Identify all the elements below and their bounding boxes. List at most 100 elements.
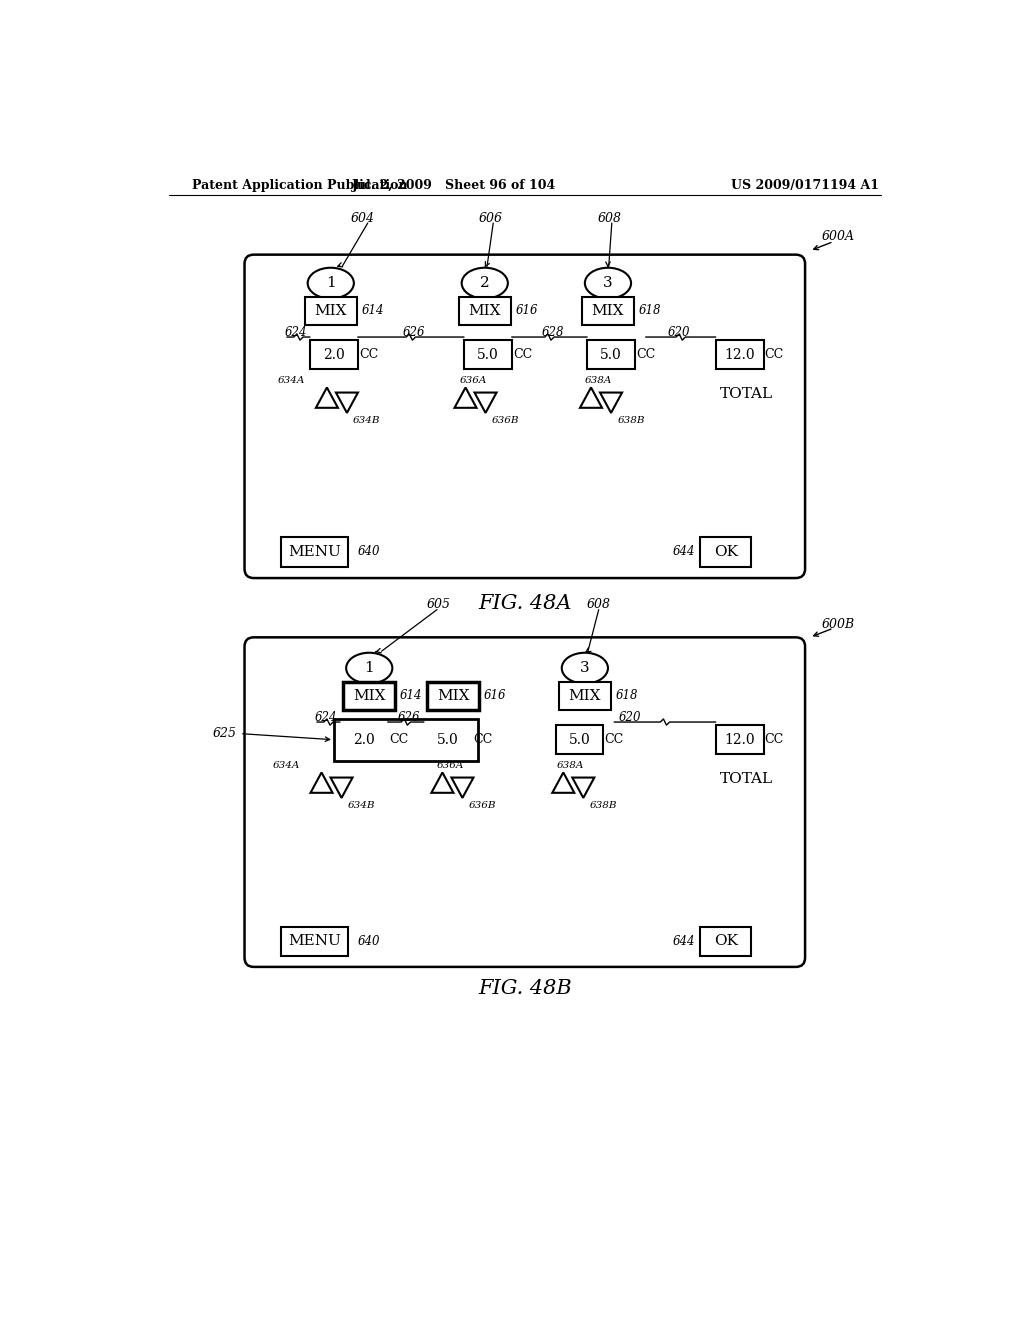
FancyBboxPatch shape xyxy=(245,255,805,578)
FancyBboxPatch shape xyxy=(245,638,805,966)
Text: 5.0: 5.0 xyxy=(477,347,499,362)
Bar xyxy=(582,297,634,325)
Text: 618: 618 xyxy=(639,305,662,317)
Text: 644: 644 xyxy=(673,935,695,948)
Bar xyxy=(424,725,472,755)
Text: 620: 620 xyxy=(668,326,690,339)
Bar xyxy=(700,927,752,956)
Bar xyxy=(559,682,611,710)
Text: 626: 626 xyxy=(398,711,421,723)
Text: MIX: MIX xyxy=(353,689,385,702)
Text: 3: 3 xyxy=(603,276,612,290)
Text: Jul. 2, 2009   Sheet 96 of 104: Jul. 2, 2009 Sheet 96 of 104 xyxy=(352,178,556,191)
Text: 614: 614 xyxy=(400,689,423,702)
Text: 614: 614 xyxy=(361,305,384,317)
Bar xyxy=(556,725,603,755)
Text: FIG. 48A: FIG. 48A xyxy=(478,594,571,612)
Bar xyxy=(281,537,348,566)
Bar xyxy=(716,341,764,370)
Text: CC: CC xyxy=(358,348,378,362)
Text: 608: 608 xyxy=(587,598,610,611)
Text: 606: 606 xyxy=(479,213,503,224)
Bar xyxy=(304,297,357,325)
Text: 1: 1 xyxy=(326,276,336,290)
Text: 634A: 634A xyxy=(272,760,300,770)
Bar xyxy=(427,682,479,710)
Ellipse shape xyxy=(462,268,508,298)
Text: MIX: MIX xyxy=(437,689,469,702)
Text: 624: 624 xyxy=(314,711,337,723)
Bar xyxy=(716,725,764,755)
Text: 626: 626 xyxy=(403,326,426,339)
Text: 2: 2 xyxy=(480,276,489,290)
Text: 638B: 638B xyxy=(617,416,645,425)
Ellipse shape xyxy=(562,653,608,684)
Text: 616: 616 xyxy=(484,689,507,702)
Bar xyxy=(343,682,395,710)
Text: 2.0: 2.0 xyxy=(353,733,375,747)
Text: 620: 620 xyxy=(618,711,641,723)
Text: 628: 628 xyxy=(542,326,564,339)
Text: OK: OK xyxy=(714,545,737,558)
Text: 634B: 634B xyxy=(353,416,381,425)
Ellipse shape xyxy=(585,268,631,298)
Text: 638B: 638B xyxy=(590,801,617,809)
Text: 640: 640 xyxy=(357,545,380,558)
Bar xyxy=(464,341,512,370)
Text: FIG. 48B: FIG. 48B xyxy=(478,979,571,998)
Text: TOTAL: TOTAL xyxy=(720,772,773,785)
Text: 5.0: 5.0 xyxy=(600,347,622,362)
Text: 604: 604 xyxy=(351,213,375,224)
Text: 624: 624 xyxy=(285,326,307,339)
Text: 12.0: 12.0 xyxy=(724,347,755,362)
Text: MENU: MENU xyxy=(288,545,341,558)
Text: 600B: 600B xyxy=(822,618,855,631)
Text: MENU: MENU xyxy=(288,935,341,949)
Text: 636B: 636B xyxy=(492,416,519,425)
Text: 638A: 638A xyxy=(585,376,612,384)
Text: 12.0: 12.0 xyxy=(724,733,755,747)
Text: MIX: MIX xyxy=(314,304,347,318)
Ellipse shape xyxy=(346,653,392,684)
Bar xyxy=(587,341,635,370)
Text: 636B: 636B xyxy=(469,801,496,809)
Text: 608: 608 xyxy=(597,213,622,224)
Text: MIX: MIX xyxy=(469,304,501,318)
Text: CC: CC xyxy=(765,348,784,362)
Bar xyxy=(700,537,752,566)
Text: US 2009/0171194 A1: US 2009/0171194 A1 xyxy=(731,178,880,191)
Ellipse shape xyxy=(307,268,354,298)
Text: Patent Application Publication: Patent Application Publication xyxy=(193,178,408,191)
Text: 636A: 636A xyxy=(460,376,486,384)
Text: 5.0: 5.0 xyxy=(568,733,591,747)
Text: 634A: 634A xyxy=(278,376,305,384)
Text: 638A: 638A xyxy=(557,760,585,770)
Text: 625: 625 xyxy=(213,727,237,741)
Text: CC: CC xyxy=(389,733,409,746)
Text: 2.0: 2.0 xyxy=(323,347,345,362)
Text: 640: 640 xyxy=(357,935,380,948)
Text: MIX: MIX xyxy=(592,304,625,318)
Text: 644: 644 xyxy=(673,545,695,558)
Text: CC: CC xyxy=(473,733,493,746)
Text: 5.0: 5.0 xyxy=(437,733,459,747)
Text: TOTAL: TOTAL xyxy=(720,387,773,401)
Text: 600A: 600A xyxy=(822,231,855,243)
Text: CC: CC xyxy=(636,348,655,362)
Bar xyxy=(459,297,511,325)
Text: 605: 605 xyxy=(427,598,451,611)
Text: CC: CC xyxy=(765,733,784,746)
Text: CC: CC xyxy=(513,348,532,362)
Text: MIX: MIX xyxy=(568,689,601,702)
Text: 636A: 636A xyxy=(436,760,464,770)
Text: 616: 616 xyxy=(515,305,538,317)
Bar xyxy=(310,341,357,370)
Bar xyxy=(334,719,478,760)
Text: 618: 618 xyxy=(615,689,638,702)
Text: OK: OK xyxy=(714,935,737,949)
Bar xyxy=(281,927,348,956)
Text: 3: 3 xyxy=(580,661,590,675)
Text: 634B: 634B xyxy=(348,801,375,809)
Text: 1: 1 xyxy=(365,661,374,675)
Bar xyxy=(340,725,388,755)
